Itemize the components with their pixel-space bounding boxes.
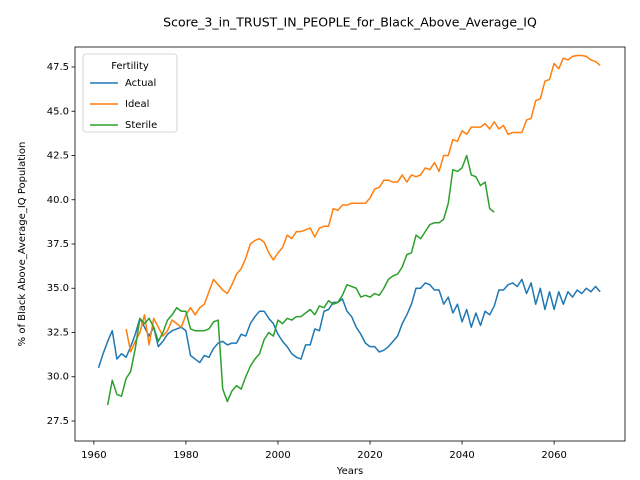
x-tick-label: 2020 xyxy=(357,450,382,461)
y-tick-label: 47.5 xyxy=(47,62,69,73)
y-axis-label: % of Black Above_Average_IQ Population xyxy=(17,142,28,347)
y-tick-label: 40.0 xyxy=(47,195,69,206)
x-axis-label: Years xyxy=(336,466,363,477)
line-series xyxy=(97,278,601,369)
y-tick-label: 37.5 xyxy=(47,239,69,250)
line-series xyxy=(125,54,601,353)
x-tick-label: 2060 xyxy=(541,450,566,461)
y-tick-label: 27.5 xyxy=(47,416,69,427)
legend-label: Actual xyxy=(125,78,156,89)
x-tick-label: 1960 xyxy=(81,450,106,461)
chart-title: Score_3_in_TRUST_IN_PEOPLE_for_Black_Abo… xyxy=(163,15,537,30)
y-tick-label: 45.0 xyxy=(47,106,69,117)
x-tick-label: 2000 xyxy=(265,450,290,461)
plot-frame xyxy=(74,46,626,442)
x-tick-label: 2040 xyxy=(449,450,474,461)
legend-box xyxy=(82,53,178,133)
legend-label: Ideal xyxy=(125,99,149,110)
y-tick-label: 32.5 xyxy=(47,327,69,338)
legend-title: Fertility xyxy=(111,61,149,72)
legend-label: Sterile xyxy=(125,120,157,131)
line-series xyxy=(106,154,495,406)
y-tick-label: 35.0 xyxy=(47,283,69,294)
x-tick-label: 1980 xyxy=(173,450,198,461)
y-tick-label: 30.0 xyxy=(47,372,69,383)
y-tick-label: 42.5 xyxy=(47,151,69,162)
